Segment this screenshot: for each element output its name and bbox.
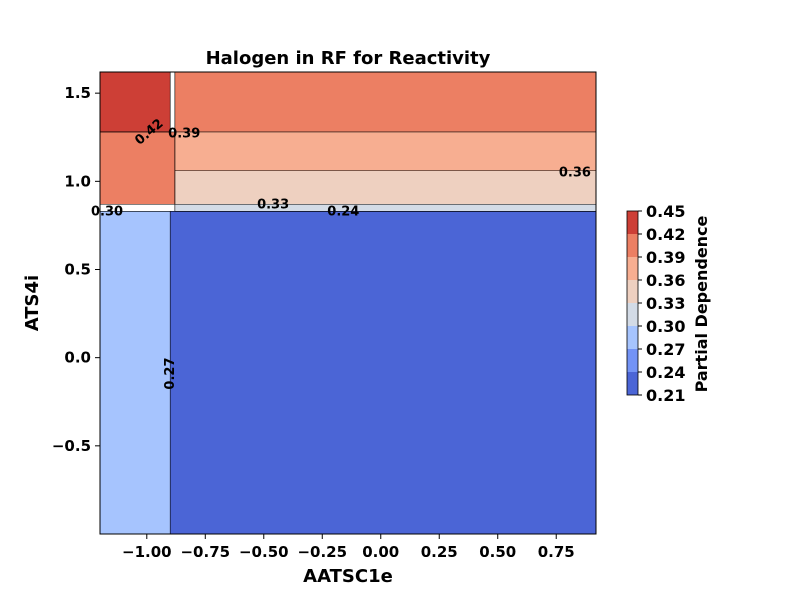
contour-label: 0.24 [327,204,359,219]
colorbar: 0.21 0.24 0.27 0.30 0.33 0.36 0.39 0.42 0.45 [626,202,685,405]
y-axis: −0.5 0.0 0.5 1.0 1.5 [52,84,100,455]
y-tick-label: −0.5 [52,437,91,455]
colorbar-segment [627,303,638,326]
plot-area [100,72,597,534]
contour-label: 0.36 [559,166,591,181]
x-axis-label: AATSC1e [303,566,393,587]
x-tick-label: −1.00 [122,543,172,561]
colorbar-tick-label: 0.42 [646,225,685,244]
x-axis: −1.00 −0.75 −0.50 −0.25 0.00 0.25 0.50 0.75 [122,534,575,561]
contour-region-1 [170,211,597,534]
contour-region-2 [174,204,596,212]
colorbar-tick-label: 0.30 [646,317,685,336]
colorbar-segment [627,349,638,372]
colorbar-segment [627,234,638,257]
contour-region-6 [174,72,596,132]
colorbar-tick-label: 0.21 [646,386,685,405]
chart-title: Halogen in RF for Reactivity [206,48,491,69]
x-tick-label: 0.25 [421,543,458,561]
x-tick-label: −0.25 [297,543,347,561]
colorbar-tick-label: 0.36 [646,271,685,290]
y-axis-label: ATS4i [22,275,43,331]
colorbar-tick-label: 0.45 [646,202,685,221]
contour-region-3 [174,170,596,205]
colorbar-tick-label: 0.39 [646,248,685,267]
y-tick-label: 0.0 [64,349,91,367]
x-tick-label: 0.50 [479,543,516,561]
contour-label: 0.30 [91,204,123,219]
y-tick-label: 1.5 [64,84,91,102]
contour-lines [100,72,596,534]
contour-region-4 [174,131,596,171]
x-tick-label: −0.75 [180,543,230,561]
plot-frame [99,71,597,535]
colorbar-segment [627,211,638,234]
colorbar-tick-label: 0.33 [646,294,685,313]
colorbar-segment [627,280,638,303]
contour-label: 0.39 [168,127,200,142]
colorbar-segment [627,257,638,280]
contour-region-7 [100,72,171,132]
contour-labels: 0.42 0.390.360.33 0.240.300.27 [91,116,591,389]
colorbar-tick-label: 0.27 [646,340,685,359]
colorbar-tick-label: 0.24 [646,363,685,382]
colorbar-segment [627,326,638,349]
x-tick-label: 0.00 [362,543,399,561]
contour-region-5 [100,131,175,205]
colorbar-label: Partial Dependence [692,215,711,392]
x-tick-label: 0.75 [538,543,575,561]
y-tick-label: 0.5 [64,260,91,278]
contour-region-0 [100,211,171,534]
colorbar-segment [627,372,638,395]
contour-label: 0.27 [163,357,178,389]
contour-label: 0.33 [257,197,289,212]
x-tick-label: −0.50 [239,543,289,561]
y-tick-label: 1.0 [64,172,91,190]
